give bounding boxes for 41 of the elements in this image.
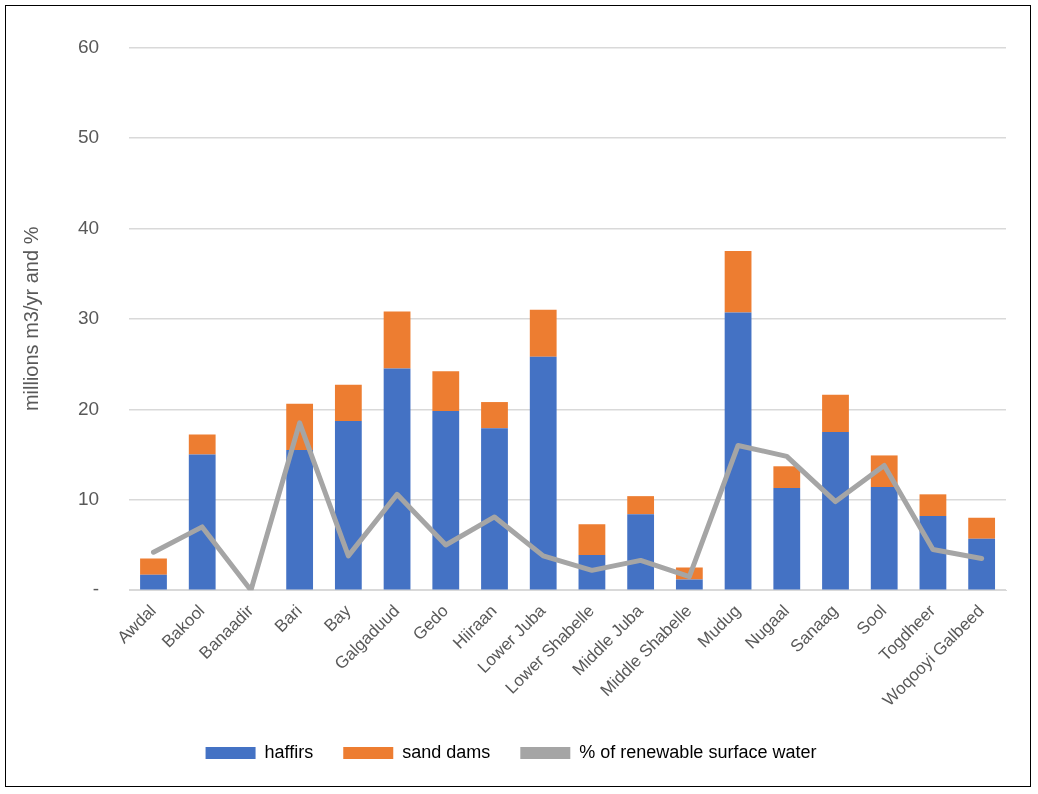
bar [432, 371, 460, 412]
bar [383, 311, 411, 369]
bar [724, 250, 752, 313]
bar [188, 454, 216, 590]
y-tick-label: 10 [77, 488, 100, 509]
legend-label: % of renewable surface water [579, 741, 817, 762]
bar [481, 402, 508, 429]
y-tick-label: 60 [77, 35, 100, 57]
bar [822, 431, 849, 590]
bar [627, 496, 655, 515]
y-tick-label: - [92, 578, 100, 600]
y-tick-label: 50 [77, 126, 100, 148]
legend-label: haffirs [264, 741, 314, 762]
bar [140, 558, 167, 575]
bar [334, 421, 362, 590]
bar [334, 384, 362, 422]
y-tick-label: 40 [77, 216, 100, 238]
bar [188, 434, 216, 455]
bar [383, 368, 411, 590]
bar [529, 356, 557, 590]
bar [140, 574, 167, 590]
bar [286, 450, 314, 590]
y-tick-label: 30 [77, 307, 100, 329]
bar [627, 514, 655, 590]
y-tick-label: 20 [77, 397, 100, 419]
bar [724, 312, 752, 590]
bar [870, 487, 898, 590]
bar [919, 494, 947, 517]
y-axis-title: millions m3/yr and % [19, 226, 42, 412]
bar [773, 466, 801, 488]
bar [968, 538, 996, 590]
bar [432, 411, 460, 590]
legend-label: sand dams [402, 741, 491, 762]
bar [529, 309, 557, 357]
bar [481, 428, 508, 590]
bar [968, 517, 996, 539]
bar [578, 524, 606, 555]
bar [822, 394, 849, 432]
x-tick-label: Bari [270, 601, 306, 636]
bar [675, 579, 703, 590]
bar [773, 488, 801, 590]
